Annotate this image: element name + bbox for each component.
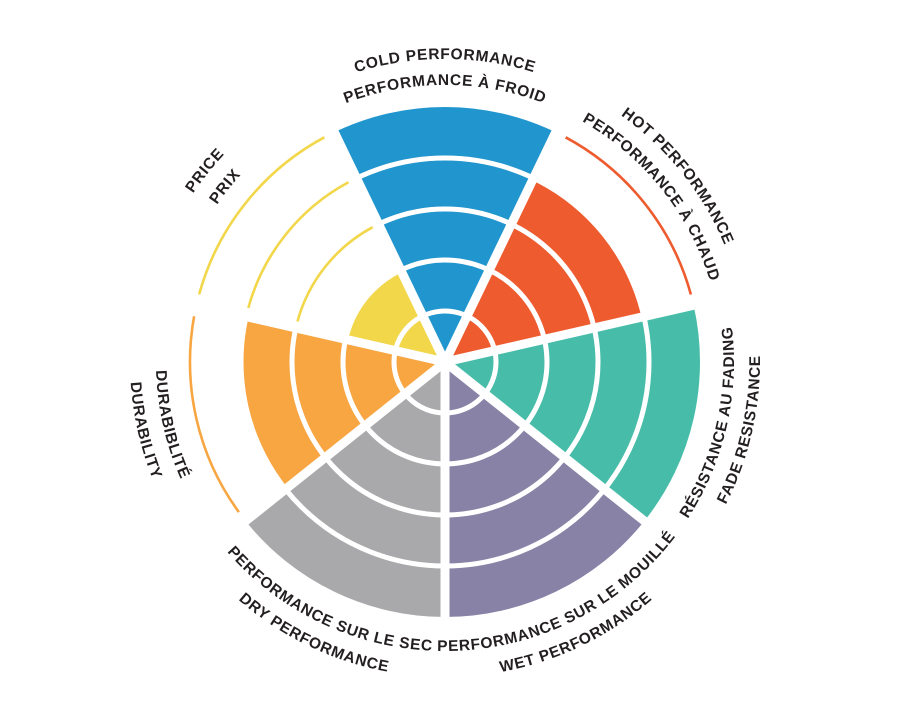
segment-divider-1 (443, 297, 708, 367)
segment-price-outline-ring-3 (296, 226, 374, 322)
segment-divider-5 (182, 297, 447, 367)
segment-divider-2 (442, 358, 658, 533)
segment-fade-resistance-fill (445, 305, 701, 521)
segment-cold-performance-fill (334, 106, 556, 362)
label-cold-performance-line1: COLD PERFORMANCE (352, 46, 538, 76)
label-cold-performance-line2: PERFORMANCE À FROID (341, 72, 548, 107)
segment-durability-outline-ring-5 (188, 315, 240, 513)
label-text: HOT PERFORMANCE (618, 105, 736, 248)
segment-divider-4 (232, 358, 448, 533)
segment-hot-performance-outline-ring-5 (564, 136, 693, 295)
segment-divider-6 (324, 118, 450, 364)
label-text: PERFORMANCE À FROID (341, 72, 548, 107)
segment-dry-performance-fill (245, 362, 445, 617)
label-hot-performance-line1: HOT PERFORMANCE (618, 105, 736, 248)
segment-price-outline-ring-5 (197, 136, 326, 295)
segment-price-outline-ring-4 (247, 181, 350, 309)
label-text: COLD PERFORMANCE (352, 46, 537, 76)
segment-divider-0 (440, 118, 566, 364)
segment-wet-performance-fill (445, 362, 645, 617)
